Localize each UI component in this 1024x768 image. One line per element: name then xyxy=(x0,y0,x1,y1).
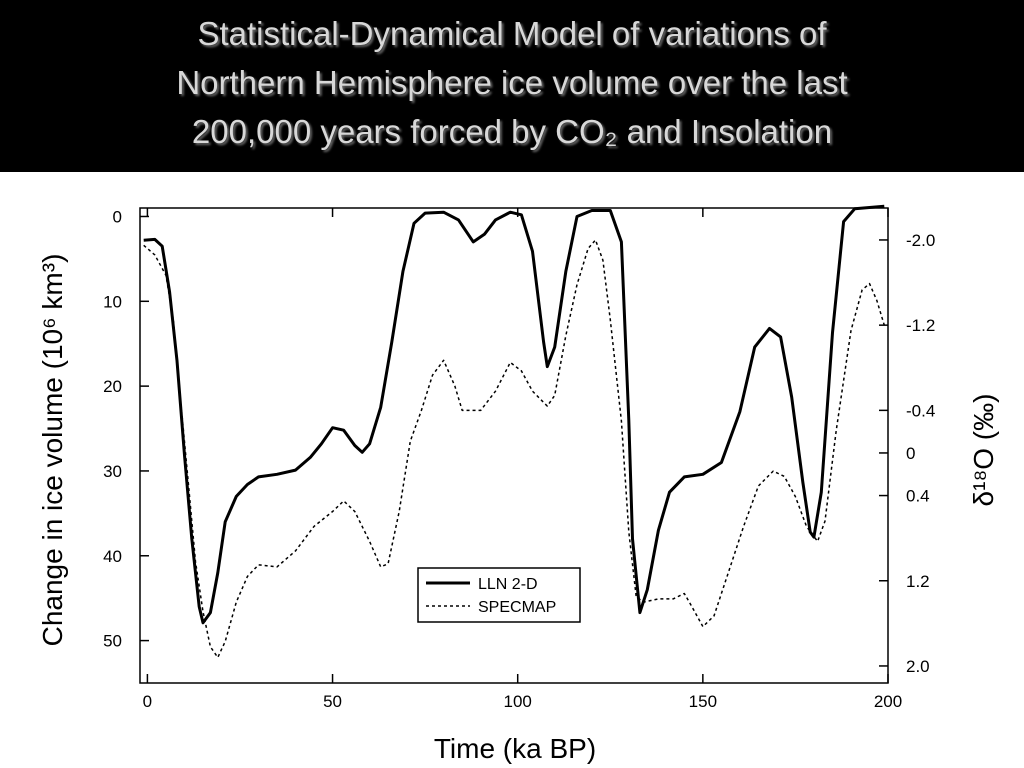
y-tick-label: 50 xyxy=(103,632,122,651)
series-line xyxy=(143,239,886,659)
title-line: Northern Hemisphere ice volume over the … xyxy=(176,64,847,101)
title-line: 200,000 years forced by CO₂ and Insolati… xyxy=(192,113,832,150)
x-axis-label: Time (ka BP) xyxy=(434,733,596,764)
y2-tick-label: 1.2 xyxy=(906,572,930,591)
y-axis-label: Change in ice volume (10⁶ km³) xyxy=(37,254,68,647)
y2-tick-label: 2.0 xyxy=(906,657,930,676)
title-bar xyxy=(0,0,1024,172)
y2-tick-label: -1.2 xyxy=(906,316,935,335)
legend-label: LLN 2-D xyxy=(478,576,538,593)
y2-tick-label: -0.4 xyxy=(906,401,935,420)
y-tick-label: 0 xyxy=(113,207,122,226)
series-line xyxy=(143,204,885,625)
y2-tick-label: 0.4 xyxy=(906,487,930,506)
y2-axis-label: δ¹⁸O (‰) xyxy=(968,394,999,507)
x-tick-label: 100 xyxy=(504,692,532,711)
x-tick-label: 150 xyxy=(689,692,717,711)
plot-frame xyxy=(139,207,889,684)
y-tick-label: 30 xyxy=(103,462,122,481)
y2-tick-label: -2.0 xyxy=(906,231,935,250)
legend-box xyxy=(417,567,581,623)
x-tick-label: 50 xyxy=(323,692,342,711)
y-tick-label: 10 xyxy=(103,292,122,311)
x-tick-label: 200 xyxy=(874,692,902,711)
x-tick-label: 0 xyxy=(143,692,152,711)
legend-label: SPECMAP xyxy=(478,599,556,616)
title-line: Statistical-Dynamical Model of variation… xyxy=(197,15,827,52)
y-tick-label: 40 xyxy=(103,547,122,566)
y2-tick-label: 0 xyxy=(906,444,915,463)
y-tick-label: 20 xyxy=(103,377,122,396)
